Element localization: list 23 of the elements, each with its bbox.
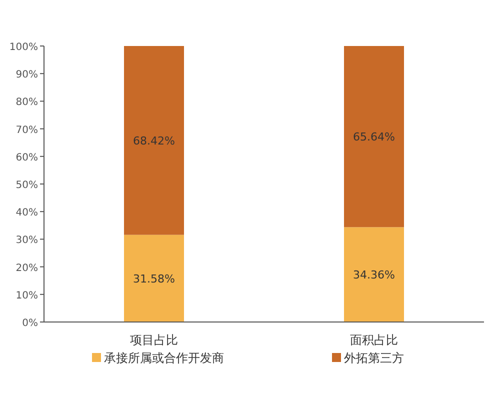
x-tick-label: 项目占比 <box>130 333 178 347</box>
y-tick-label: 90% <box>16 70 38 81</box>
y-tick-label: 10% <box>16 290 38 302</box>
data-label: 31.58% <box>133 272 175 286</box>
y-tick-label: 30% <box>16 235 38 246</box>
data-label: 34.36% <box>353 268 395 282</box>
y-tick-label: 20% <box>16 262 38 274</box>
data-label: 68.42% <box>133 134 175 148</box>
bar <box>344 227 404 322</box>
y-tick-label: 0% <box>22 318 38 329</box>
y-tick-label: 40% <box>16 208 38 219</box>
y-tick-label: 100% <box>9 42 38 53</box>
y-tick-label: 70% <box>16 124 38 136</box>
y-tick-label: 60% <box>16 152 38 164</box>
bar <box>124 46 184 235</box>
y-tick-label: 50% <box>16 180 38 191</box>
bar <box>344 46 404 228</box>
data-label: 65.64% <box>353 130 395 144</box>
x-tick-label: 面积占比 <box>350 333 398 347</box>
legend-label: 承接所属或合作开发商 <box>104 351 224 365</box>
legend-label: 外拓第三方 <box>344 351 404 365</box>
y-tick-label: 80% <box>16 97 38 108</box>
bar <box>124 234 184 322</box>
